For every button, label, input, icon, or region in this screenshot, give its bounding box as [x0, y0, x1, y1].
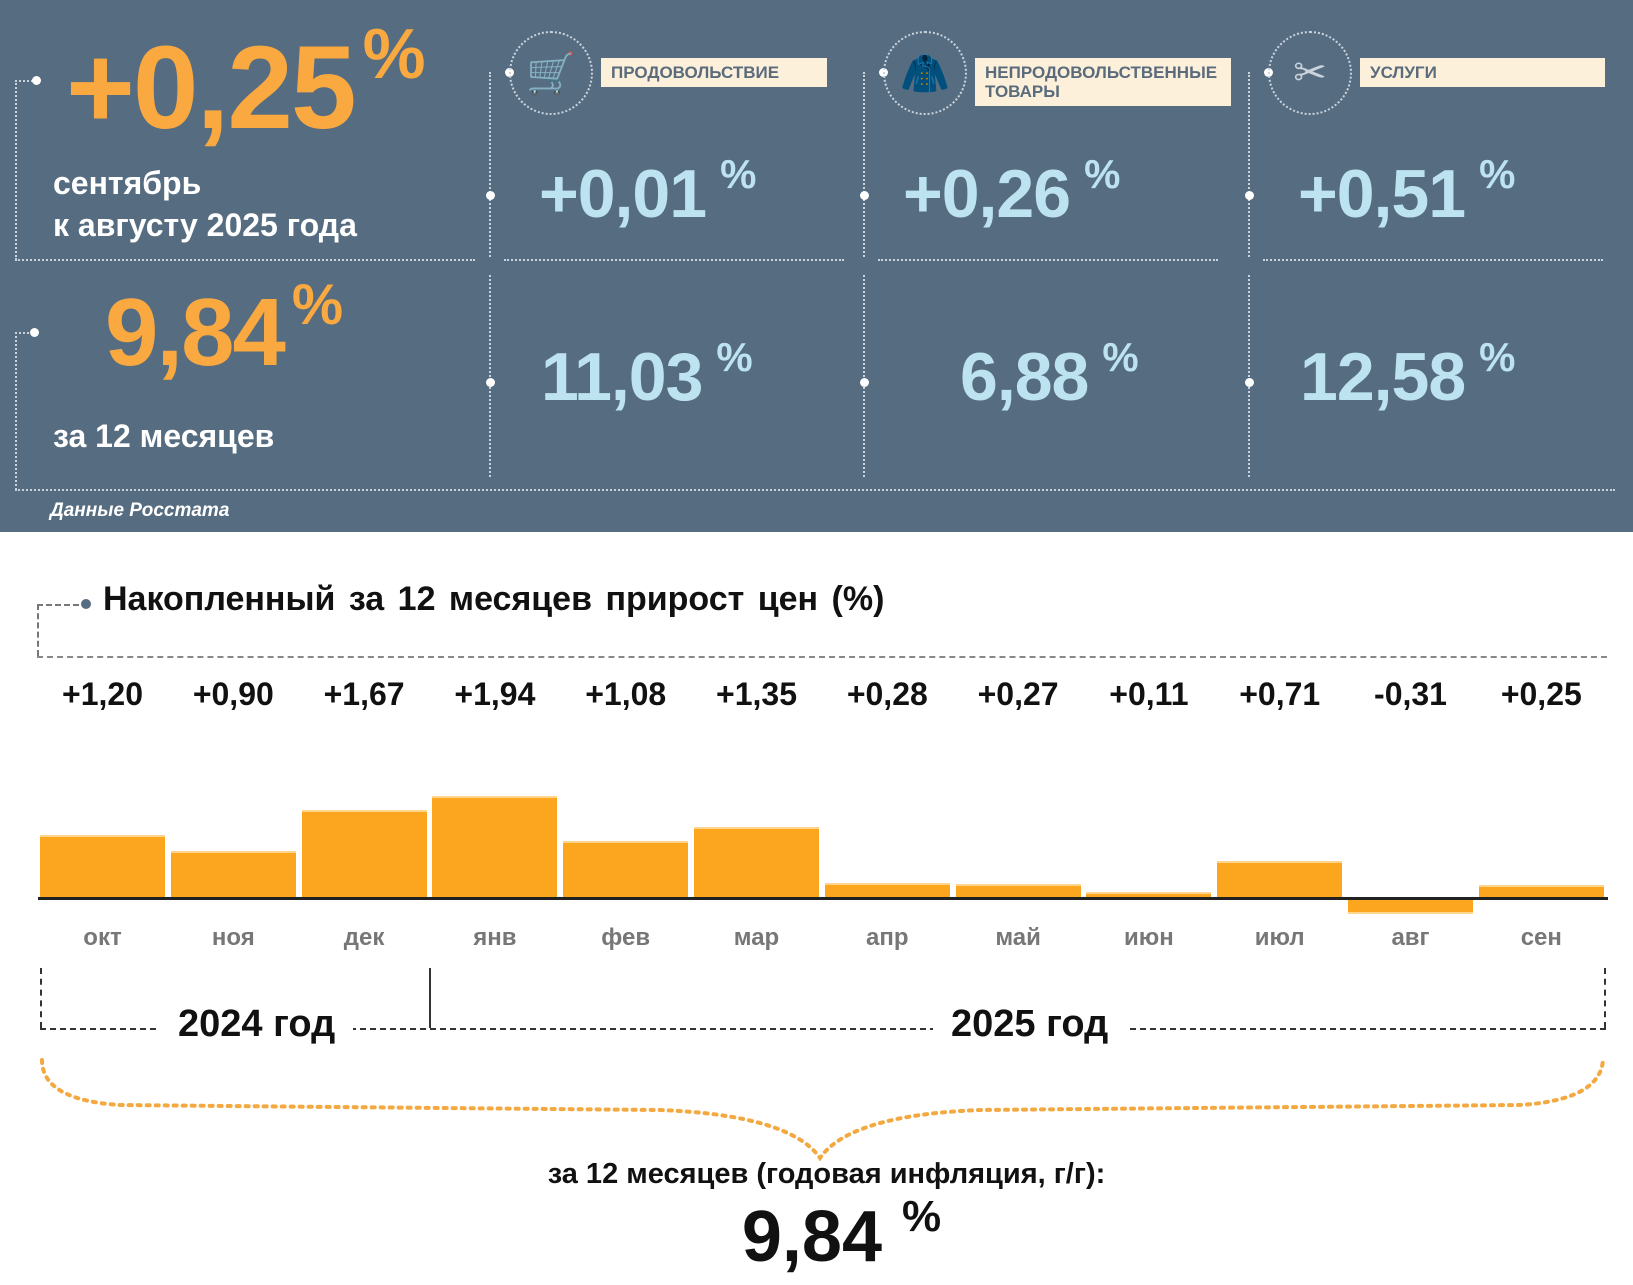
divider [504, 259, 844, 261]
divider [15, 259, 475, 261]
bar-апр [824, 883, 950, 898]
month-label: окт [83, 924, 122, 951]
divider [37, 656, 1607, 658]
divider [1248, 275, 1250, 477]
year-label-2024: 2024 год [160, 1003, 354, 1046]
shopping-cart-icon: 🛒 [509, 31, 593, 115]
month-label: сен [1520, 924, 1562, 951]
bullet-dot [32, 76, 41, 85]
month-label: ноя [211, 924, 255, 951]
clothing-bag-icon: 🧥 [883, 31, 967, 115]
divider [489, 275, 491, 477]
month-label: апр [866, 924, 909, 951]
summary-value: 9,84% [741, 1192, 942, 1277]
bar-сен [1478, 884, 1604, 898]
divider [1248, 72, 1250, 257]
title-bracket [37, 604, 79, 606]
bar-авг [1348, 898, 1473, 915]
summary-label: за 12 месяцев (годовая инфляция, г/г): [547, 1158, 1106, 1190]
month-label: июл [1254, 924, 1305, 951]
value-label: +1,67 [323, 676, 405, 712]
chart-title: Накопленный за 12 месяцев прирост цен (%… [103, 580, 885, 618]
annual-inflation-value: 9,84% [105, 273, 343, 386]
divider [863, 275, 865, 477]
bar-дек [301, 810, 427, 898]
value-label: +0,27 [977, 676, 1059, 712]
month-label: фев [601, 924, 651, 951]
year-tick [429, 968, 431, 1028]
bar-мар [694, 826, 819, 898]
category-annual-value: 12,58% [1300, 334, 1515, 415]
title-bullet [81, 599, 91, 609]
category-label: НЕПРОДОВОЛЬСТВЕННЫЕ ТОВАРЫ [975, 58, 1231, 106]
bar-июн [1086, 892, 1212, 898]
value-label: +1,08 [585, 676, 667, 712]
value-label: +1,94 [454, 676, 536, 712]
month-label: мар [733, 924, 780, 951]
divider [863, 72, 865, 257]
value-label: +1,20 [62, 676, 143, 712]
divider [15, 332, 33, 334]
category-monthly-value: +0,51% [1298, 151, 1515, 232]
category-annual-value: 11,03% [541, 334, 753, 415]
bullet-dot [1245, 191, 1254, 200]
category-label: ПРОДОВОЛЬСТВИЕ [601, 58, 827, 87]
brace [40, 1058, 1605, 1162]
year-tick [1604, 968, 1606, 1028]
divider [878, 259, 1218, 261]
divider [489, 72, 491, 257]
bullet-dot [486, 191, 495, 200]
category-monthly-value: +0,01% [539, 151, 756, 232]
value-label: +0,28 [846, 676, 928, 712]
title-bracket [37, 604, 39, 656]
year-label-2025: 2025 год [933, 1003, 1127, 1046]
year-line [40, 1028, 1606, 1030]
bullet-dot [30, 328, 39, 337]
bullet-dot [860, 191, 869, 200]
month-label: июн [1124, 924, 1174, 951]
value-label: +0,11 [1109, 676, 1189, 712]
divider [15, 80, 17, 260]
monthly-caption: сентябрь к августу 2025 года [53, 165, 357, 243]
month-label: янв [473, 924, 517, 951]
category-label: УСЛУГИ [1360, 58, 1605, 87]
bar-янв [432, 795, 558, 898]
source-note: Данные Росстата [50, 500, 230, 521]
bullet-dot [486, 378, 495, 387]
chart-baseline [38, 897, 1608, 900]
bullet-dot [1245, 378, 1254, 387]
year-tick [40, 968, 42, 1028]
bar-май [955, 883, 1081, 898]
month-label: дек [343, 924, 385, 951]
monthly-inflation-value: +0,25% [66, 15, 426, 154]
bar-окт [40, 834, 165, 898]
month-label: май [995, 924, 1041, 951]
value-label: +0,25 [1500, 676, 1582, 712]
bar-июл [1217, 860, 1343, 898]
category-annual-value: 6,88% [960, 334, 1139, 415]
bullet-dot [860, 378, 869, 387]
month-label: авг [1391, 924, 1430, 951]
bar-ноя [170, 850, 296, 898]
value-label: +0,71 [1239, 676, 1321, 712]
bar-фев [563, 841, 689, 898]
divider [15, 80, 33, 82]
annual-caption: за 12 месяцев [53, 418, 275, 454]
comb-scissors-icon: ✂ [1268, 31, 1352, 115]
divider [15, 489, 1615, 491]
divider [15, 332, 17, 490]
category-monthly-value: +0,26% [903, 151, 1120, 232]
value-label: +1,35 [716, 676, 797, 712]
summary-panel: +0,25% сентябрь к августу 2025 года 9,84%… [0, 0, 1633, 532]
value-label: -0,31 [1374, 676, 1447, 712]
value-label: +0,90 [192, 676, 274, 712]
divider [1263, 259, 1603, 261]
